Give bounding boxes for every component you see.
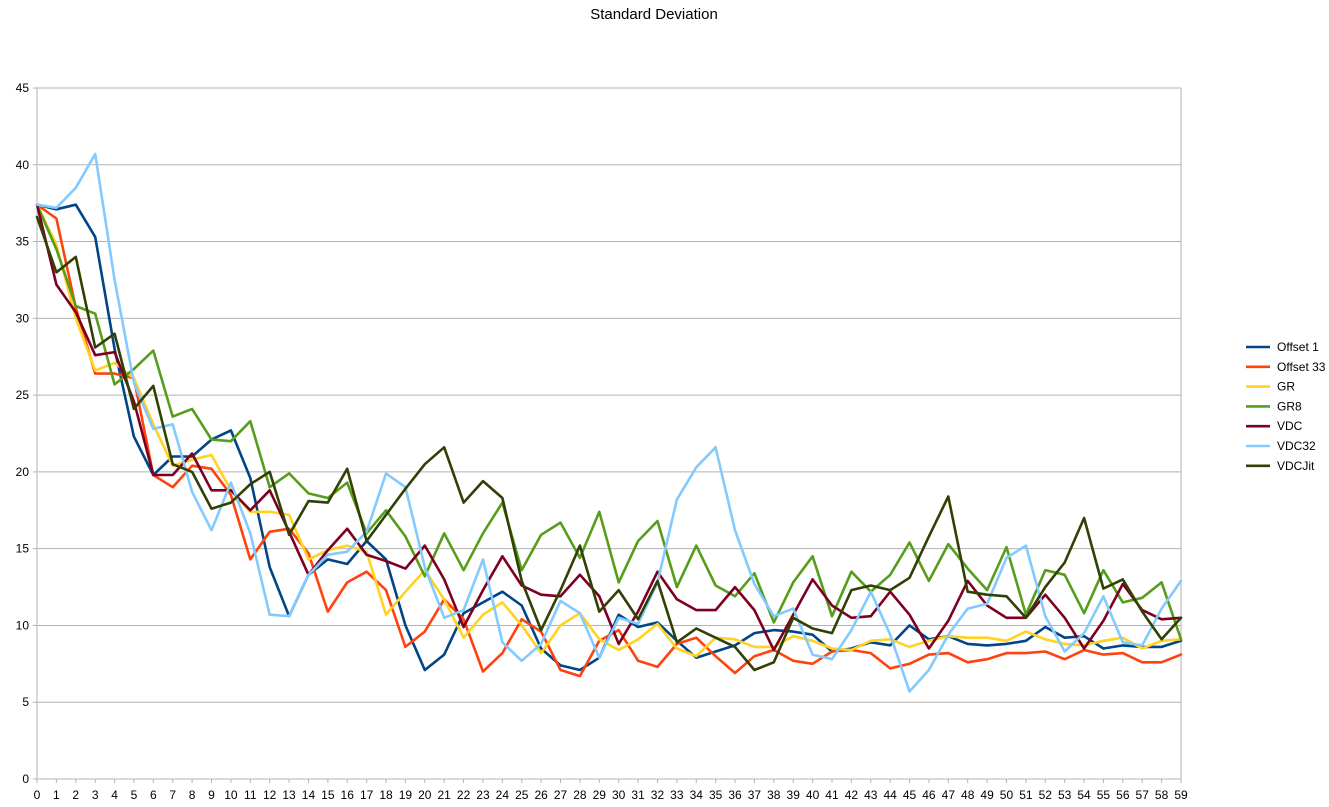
x-tick-label: 1 <box>53 788 60 802</box>
legend-label: Offset 33 <box>1277 360 1326 374</box>
x-tick-label: 52 <box>1039 788 1053 802</box>
x-tick-label: 31 <box>631 788 645 802</box>
gridlines <box>37 87 1181 703</box>
x-tick-label: 29 <box>593 788 607 802</box>
x-tick-label: 51 <box>1019 788 1033 802</box>
y-tick-label: 25 <box>16 388 30 402</box>
x-tick-label: 38 <box>767 788 781 802</box>
legend-label: GR8 <box>1277 399 1302 413</box>
x-tick-label: 13 <box>282 788 296 802</box>
y-tick-label: 45 <box>16 81 30 95</box>
x-tick-label: 18 <box>379 788 393 802</box>
x-tick-label: 25 <box>515 788 529 802</box>
x-tick-label: 3 <box>92 788 99 802</box>
x-tick-label: 28 <box>573 788 587 802</box>
series-line <box>35 152 1183 693</box>
x-tick-label: 33 <box>670 788 684 802</box>
x-tick-label: 19 <box>399 788 413 802</box>
y-tick-label: 30 <box>16 311 30 325</box>
x-tick-label: 15 <box>321 788 335 802</box>
x-tick-label: 57 <box>1136 788 1150 802</box>
x-tick-label: 47 <box>942 788 956 802</box>
y-tick-labels: 0 5 10 15 20 25 30 35 40 45 <box>16 81 30 786</box>
x-tick-label: 26 <box>534 788 548 802</box>
x-tick-label: 35 <box>709 788 723 802</box>
chart-title: Standard Deviation <box>590 6 718 23</box>
x-tick-label: 11 <box>244 788 257 802</box>
x-tick-label: 45 <box>903 788 917 802</box>
axes <box>33 87 1182 783</box>
legend-label: VDCJit <box>1277 459 1315 473</box>
x-tick-label: 58 <box>1155 788 1169 802</box>
x-tick-label: 10 <box>224 788 238 802</box>
legend-label: Offset 1 <box>1277 340 1319 354</box>
y-tick-label: 10 <box>16 618 30 632</box>
x-tick-label: 8 <box>189 788 196 802</box>
x-tick-label: 48 <box>961 788 975 802</box>
x-tick-label: 56 <box>1116 788 1130 802</box>
x-tick-labels: 0 1 2 3 4 5 6 7 8 9 10 11 12 13 14 15 16 17 18 19 20 21 22 23 24… <box>34 788 1188 802</box>
x-tick-label: 30 <box>612 788 626 802</box>
x-tick-label: 40 <box>806 788 820 802</box>
x-tick-label: 22 <box>457 788 471 802</box>
x-tick-label: 32 <box>651 788 665 802</box>
y-tick-label: 20 <box>16 465 30 479</box>
x-tick-label: 43 <box>864 788 878 802</box>
x-tick-label: 23 <box>476 788 490 802</box>
y-tick-label: 35 <box>16 235 30 249</box>
x-tick-label: 46 <box>922 788 936 802</box>
series-line <box>35 203 1183 658</box>
x-tick-label: 5 <box>131 788 138 802</box>
x-tick-label: 53 <box>1058 788 1072 802</box>
x-tick-label: 54 <box>1077 788 1091 802</box>
series-line <box>35 203 1183 678</box>
x-tick-label: 34 <box>690 788 704 802</box>
series-lines <box>35 152 1183 693</box>
x-tick-label: 41 <box>825 788 839 802</box>
x-tick-label: 55 <box>1097 788 1111 802</box>
legend-label: GR <box>1277 380 1295 394</box>
x-tick-label: 20 <box>418 788 432 802</box>
x-tick-label: 0 <box>34 788 41 802</box>
x-tick-label: 6 <box>150 788 157 802</box>
series-line <box>35 203 1183 641</box>
x-tick-label: 14 <box>302 788 316 802</box>
x-tick-label: 24 <box>496 788 510 802</box>
legend-label: VDC32 <box>1277 439 1316 453</box>
x-tick-label: 21 <box>438 788 452 802</box>
x-tick-label: 27 <box>554 788 568 802</box>
x-tick-label: 7 <box>169 788 176 802</box>
x-tick-label: 59 <box>1174 788 1188 802</box>
x-tick-label: 17 <box>360 788 374 802</box>
legend: Offset 1 Offset 33 GR GR8 VDC VDC32 VDCJit <box>1246 340 1326 473</box>
legend-label: VDC <box>1277 419 1303 433</box>
x-tick-label: 16 <box>341 788 355 802</box>
x-tick-label: 36 <box>728 788 742 802</box>
x-tick-label: 12 <box>263 788 277 802</box>
y-tick-label: 5 <box>22 695 29 709</box>
x-tick-label: 37 <box>748 788 762 802</box>
x-tick-label: 4 <box>111 788 118 802</box>
x-tick-label: 50 <box>1000 788 1014 802</box>
x-tick-label: 2 <box>72 788 79 802</box>
x-tick-label: 39 <box>787 788 801 802</box>
y-tick-label: 0 <box>22 772 29 786</box>
x-tick-label: 49 <box>980 788 994 802</box>
x-tick-label: 42 <box>845 788 859 802</box>
series-line <box>35 203 1183 652</box>
x-tick-label: 9 <box>208 788 215 802</box>
y-tick-label: 40 <box>16 158 30 172</box>
y-tick-label: 15 <box>16 542 30 556</box>
series-line <box>35 215 1183 672</box>
x-tick-label: 44 <box>883 788 897 802</box>
